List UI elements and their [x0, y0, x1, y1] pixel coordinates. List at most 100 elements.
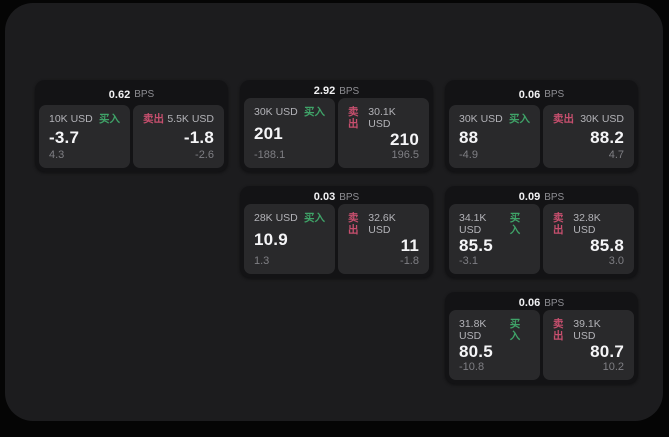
quote-card: 0.03 BPS 28K USD 买入 10.9 1.3 卖出 32.6K US… — [240, 186, 433, 278]
bps-unit-label: BPS — [339, 85, 360, 97]
sell-side-label: 卖出 — [143, 113, 164, 125]
card-header: 0.09 BPS — [449, 190, 634, 204]
card-body: 10K USD 买入 -3.7 4.3 卖出 5.5K USD -1.8 -2.… — [39, 105, 224, 168]
buy-quote-tile[interactable]: 30K USD 买入 201 -188.1 — [244, 98, 335, 168]
bps-unit-label: BPS — [339, 191, 360, 203]
sell-amount: 39.1K USD — [573, 318, 601, 342]
card-body: 34.1K USD 买入 85.5 -3.1 卖出 32.8K USD 85.8… — [449, 204, 634, 274]
buy-tile-header: 30K USD 买入 — [459, 113, 530, 125]
buy-delta: 1.3 — [254, 255, 270, 267]
buy-price: 10.9 — [254, 230, 288, 249]
sell-tile-header: 卖出 32.8K USD — [553, 212, 624, 236]
card-body: 31.8K USD 买入 80.5 -10.8 卖出 39.1K USD 80.… — [449, 310, 634, 380]
sell-delta: -1.8 — [400, 255, 419, 267]
bps-value: 0.09 — [518, 191, 541, 203]
buy-delta: -3.1 — [459, 255, 478, 267]
card-header: 0.06 BPS — [449, 296, 634, 310]
buy-price: -3.7 — [49, 127, 80, 147]
sell-delta: 4.7 — [608, 149, 624, 161]
bps-unit-label: BPS — [544, 297, 565, 309]
sell-delta: 10.2 — [602, 361, 624, 373]
bps-value: 0.06 — [518, 297, 541, 309]
sell-price: 11 — [400, 236, 419, 255]
sell-amount: 32.6K USD — [368, 212, 396, 236]
sell-delta: 3.0 — [608, 255, 624, 267]
card-body: 30K USD 买入 201 -188.1 卖出 30.1K USD 210 1… — [244, 98, 429, 168]
sell-quote-tile[interactable]: 卖出 30K USD 88.2 4.7 — [543, 105, 634, 168]
buy-side-label: 买入 — [304, 106, 325, 118]
buy-side-label: 买入 — [509, 318, 521, 342]
sell-quote-tile[interactable]: 卖出 32.8K USD 85.8 3.0 — [543, 204, 634, 274]
quote-card: 0.09 BPS 34.1K USD 买入 85.5 -3.1 卖出 32.8K… — [445, 186, 638, 278]
buy-amount: 30K USD — [459, 113, 503, 125]
card-body: 28K USD 买入 10.9 1.3 卖出 32.6K USD 11 -1.8 — [244, 204, 429, 274]
sell-price: 210 — [390, 130, 419, 149]
buy-delta: 4.3 — [49, 149, 65, 161]
sell-delta: 196.5 — [391, 149, 419, 161]
sell-side-label: 卖出 — [553, 212, 564, 236]
card-header: 2.92 BPS — [244, 84, 429, 98]
buy-quote-tile[interactable]: 10K USD 买入 -3.7 4.3 — [39, 105, 130, 168]
buy-tile-header: 34.1K USD 买入 — [459, 212, 530, 236]
buy-quote-tile[interactable]: 30K USD 买入 88 -4.9 — [449, 105, 540, 168]
buy-price: 201 — [254, 124, 283, 143]
buy-amount: 31.8K USD — [459, 318, 487, 342]
buy-quote-tile[interactable]: 28K USD 买入 10.9 1.3 — [244, 204, 335, 274]
sell-price: 85.8 — [590, 236, 624, 255]
buy-side-label: 买入 — [509, 113, 530, 125]
cards-grid: 0.62 BPS 10K USD 买入 -3.7 4.3 卖出 5.5K USD… — [35, 80, 638, 384]
sell-tile-header: 卖出 39.1K USD — [553, 318, 624, 342]
buy-tile-header: 10K USD 买入 — [49, 113, 120, 125]
quote-card: 0.62 BPS 10K USD 买入 -3.7 4.3 卖出 5.5K USD… — [35, 80, 228, 172]
buy-tile-header: 30K USD 买入 — [254, 106, 325, 118]
buy-quote-tile[interactable]: 34.1K USD 买入 85.5 -3.1 — [449, 204, 540, 274]
buy-price: 85.5 — [459, 236, 493, 255]
buy-tile-header: 28K USD 买入 — [254, 212, 325, 224]
buy-amount: 10K USD — [49, 113, 93, 125]
bps-value: 0.03 — [313, 191, 336, 203]
sell-quote-tile[interactable]: 卖出 5.5K USD -1.8 -2.6 — [133, 105, 224, 168]
sell-price: 88.2 — [590, 127, 624, 147]
bps-value: 2.92 — [313, 85, 336, 97]
buy-amount: 28K USD — [254, 212, 298, 224]
buy-delta: -188.1 — [254, 149, 286, 161]
quote-card: 2.92 BPS 30K USD 买入 201 -188.1 卖出 30.1K … — [240, 80, 433, 172]
sell-amount: 30.1K USD — [368, 106, 396, 130]
buy-quote-tile[interactable]: 31.8K USD 买入 80.5 -10.8 — [449, 310, 540, 380]
sell-amount: 30K USD — [580, 113, 624, 125]
sell-quote-tile[interactable]: 卖出 32.6K USD 11 -1.8 — [338, 204, 429, 274]
sell-side-label: 卖出 — [348, 106, 359, 130]
main-panel: 0.62 BPS 10K USD 买入 -3.7 4.3 卖出 5.5K USD… — [5, 3, 663, 421]
sell-tile-header: 卖出 5.5K USD — [143, 113, 214, 125]
buy-price: 80.5 — [459, 342, 493, 361]
card-header: 0.06 BPS — [449, 84, 634, 105]
quote-card: 0.06 BPS 30K USD 买入 88 -4.9 卖出 30K USD 8… — [445, 80, 638, 172]
sell-side-label: 卖出 — [348, 212, 359, 236]
sell-side-label: 卖出 — [553, 318, 564, 342]
sell-side-label: 卖出 — [553, 113, 574, 125]
buy-delta: -4.9 — [459, 149, 478, 161]
bps-unit-label: BPS — [544, 89, 565, 100]
sell-delta: -2.6 — [195, 149, 214, 161]
bps-unit-label: BPS — [544, 191, 565, 203]
buy-amount: 30K USD — [254, 106, 298, 118]
card-header: 0.03 BPS — [244, 190, 429, 204]
card-header: 0.62 BPS — [39, 84, 224, 105]
bps-value: 0.62 — [108, 88, 131, 101]
sell-price: 80.7 — [590, 342, 624, 361]
sell-quote-tile[interactable]: 卖出 39.1K USD 80.7 10.2 — [543, 310, 634, 380]
buy-tile-header: 31.8K USD 买入 — [459, 318, 530, 342]
sell-tile-header: 卖出 30.1K USD — [348, 106, 419, 130]
buy-side-label: 买入 — [99, 113, 120, 125]
sell-quote-tile[interactable]: 卖出 30.1K USD 210 196.5 — [338, 98, 429, 168]
buy-price: 88 — [459, 127, 479, 147]
buy-amount: 34.1K USD — [459, 212, 487, 236]
buy-delta: -10.8 — [459, 361, 485, 373]
quote-card: 0.06 BPS 31.8K USD 买入 80.5 -10.8 卖出 39.1… — [445, 292, 638, 384]
sell-tile-header: 卖出 30K USD — [553, 113, 624, 125]
sell-amount: 32.8K USD — [573, 212, 601, 236]
sell-amount: 5.5K USD — [167, 113, 214, 125]
sell-price: -1.8 — [183, 127, 214, 147]
card-body: 30K USD 买入 88 -4.9 卖出 30K USD 88.2 4.7 — [449, 105, 634, 168]
buy-side-label: 买入 — [304, 212, 325, 224]
